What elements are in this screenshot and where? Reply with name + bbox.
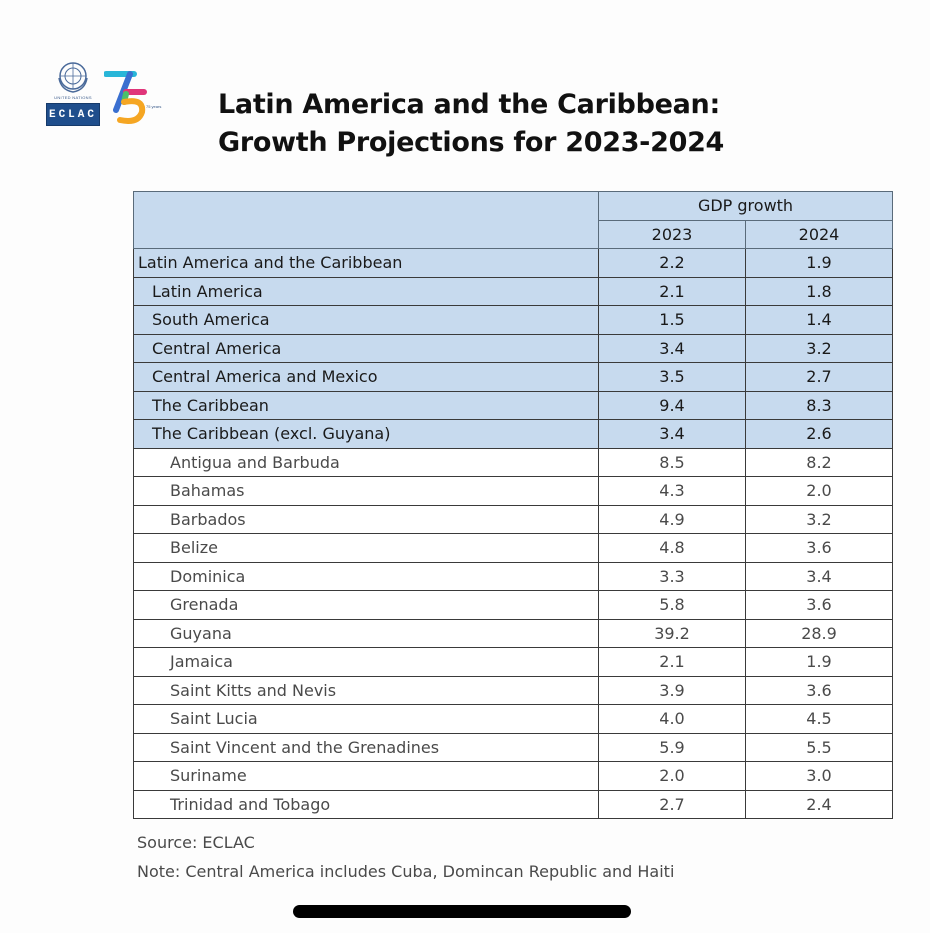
source-text: Source: ECLAC — [137, 833, 255, 852]
value-2024-cell: 3.2 — [745, 504, 893, 534]
value-2023-cell: 2.2 — [598, 248, 746, 278]
region-name-cell: Bahamas — [133, 476, 599, 506]
value-2024-cell: 2.6 — [745, 419, 893, 449]
region-name-cell: Central America and Mexico — [133, 362, 599, 392]
home-indicator-bar[interactable] — [293, 905, 631, 918]
value-2023-cell: 4.9 — [598, 504, 746, 534]
eclac-logo: ECLAC — [46, 103, 100, 126]
value-2023-cell: 3.3 — [598, 561, 746, 591]
value-2023-cell: 2.1 — [598, 276, 746, 306]
aggregate-row: The Caribbean (excl. Guyana) 3.4 2.6 — [133, 419, 893, 449]
region-name-cell: Suriname — [133, 761, 599, 791]
page-title: Latin America and the Caribbean: Growth … — [218, 86, 724, 162]
value-2023-cell: 9.4 — [598, 390, 746, 420]
country-row: Guyana 39.2 28.9 — [133, 618, 893, 648]
value-2024-cell: 8.2 — [745, 447, 893, 477]
country-row: Bahamas 4.3 2.0 — [133, 476, 893, 506]
aggregate-row: The Caribbean 9.4 8.3 — [133, 390, 893, 420]
note-text: Note: Central America includes Cuba, Dom… — [137, 862, 675, 881]
value-2023-cell: 4.3 — [598, 476, 746, 506]
gdp-growth-header: GDP growth — [598, 191, 893, 221]
country-row: Belize 4.8 3.6 — [133, 533, 893, 563]
value-2023-cell: 3.5 — [598, 362, 746, 392]
region-name-cell: Latin America — [133, 276, 599, 306]
year-header-2023: 2023 — [598, 219, 746, 249]
gdp-growth-table: GDP growth 2023 2024 Latin America and t… — [133, 191, 893, 819]
anniversary-label: 75 years — [146, 104, 162, 109]
value-2024-cell: 3.0 — [745, 761, 893, 791]
table-year-row: 2023 2024 — [134, 219, 893, 249]
country-row: Saint Vincent and the Grenadines 5.9 5.5 — [133, 732, 893, 762]
value-2023-cell: 2.0 — [598, 761, 746, 791]
country-row: Jamaica 2.1 1.9 — [133, 647, 893, 677]
value-2023-cell: 2.1 — [598, 647, 746, 677]
region-name-cell: Grenada — [133, 590, 599, 620]
value-2023-cell: 1.5 — [598, 305, 746, 335]
value-2023-cell: 5.9 — [598, 732, 746, 762]
value-2023-cell: 39.2 — [598, 618, 746, 648]
aggregate-row: Latin America and the Caribbean 2.2 1.9 — [133, 248, 893, 278]
value-2024-cell: 3.4 — [745, 561, 893, 591]
region-name-cell: South America — [133, 305, 599, 335]
value-2023-cell: 5.8 — [598, 590, 746, 620]
un-label: UNITED NATIONS — [54, 95, 92, 100]
value-2024-cell: 2.7 — [745, 362, 893, 392]
country-row: Saint Lucia 4.0 4.5 — [133, 704, 893, 734]
region-name-cell: Belize — [133, 533, 599, 563]
region-name-cell: Antigua and Barbuda — [133, 447, 599, 477]
region-name-cell: Barbados — [133, 504, 599, 534]
region-name-cell: Jamaica — [133, 647, 599, 677]
title-line-1: Latin America and the Caribbean: — [218, 89, 720, 120]
aggregate-row: Central America and Mexico 3.5 2.7 — [133, 362, 893, 392]
value-2024-cell: 2.0 — [745, 476, 893, 506]
value-2024-cell: 3.6 — [745, 533, 893, 563]
value-2024-cell: 3.2 — [745, 333, 893, 363]
region-name-cell: Latin America and the Caribbean — [133, 248, 599, 278]
region-name-cell: Saint Kitts and Nevis — [133, 675, 599, 705]
value-2024-cell: 4.5 — [745, 704, 893, 734]
country-row: Barbados 4.9 3.2 — [133, 504, 893, 534]
value-2024-cell: 1.9 — [745, 248, 893, 278]
region-name-cell: Trinidad and Tobago — [133, 789, 599, 819]
region-name-cell: The Caribbean — [133, 390, 599, 420]
title-line-2: Growth Projections for 2023-2024 — [218, 127, 725, 158]
table-header-row: GDP growth — [133, 191, 893, 249]
value-2024-cell: 1.9 — [745, 647, 893, 677]
anniversary-75-logo-icon — [104, 71, 147, 124]
value-2024-cell: 3.6 — [745, 675, 893, 705]
year-header-2024: 2024 — [745, 219, 893, 249]
country-row: Saint Kitts and Nevis 3.9 3.6 — [133, 675, 893, 705]
country-row: Grenada 5.8 3.6 — [133, 590, 893, 620]
region-name-cell: Dominica — [133, 561, 599, 591]
country-row: Antigua and Barbuda 8.5 8.2 — [133, 447, 893, 477]
region-name-cell: Saint Vincent and the Grenadines — [133, 732, 599, 762]
value-2024-cell: 5.5 — [745, 732, 893, 762]
value-2024-cell: 2.4 — [745, 789, 893, 819]
region-name-cell: Central America — [133, 333, 599, 363]
header-blank-cell — [133, 191, 599, 249]
country-row: Trinidad and Tobago 2.7 2.4 — [133, 789, 893, 819]
region-name-cell: Guyana — [133, 618, 599, 648]
value-2023-cell: 3.4 — [598, 419, 746, 449]
value-2024-cell: 8.3 — [745, 390, 893, 420]
region-name-cell: The Caribbean (excl. Guyana) — [133, 419, 599, 449]
value-2023-cell: 3.9 — [598, 675, 746, 705]
value-2024-cell: 1.4 — [745, 305, 893, 335]
value-2024-cell: 3.6 — [745, 590, 893, 620]
un-emblem-icon — [58, 62, 88, 93]
region-name-cell: Saint Lucia — [133, 704, 599, 734]
country-row: Dominica 3.3 3.4 — [133, 561, 893, 591]
value-2024-cell: 28.9 — [745, 618, 893, 648]
value-2024-cell: 1.8 — [745, 276, 893, 306]
aggregate-row: Latin America 2.1 1.8 — [133, 276, 893, 306]
value-2023-cell: 2.7 — [598, 789, 746, 819]
aggregate-row: South America 1.5 1.4 — [133, 305, 893, 335]
value-2023-cell: 8.5 — [598, 447, 746, 477]
value-2023-cell: 4.8 — [598, 533, 746, 563]
aggregate-row: Central America 3.4 3.2 — [133, 333, 893, 363]
value-2023-cell: 4.0 — [598, 704, 746, 734]
country-row: Suriname 2.0 3.0 — [133, 761, 893, 791]
value-2023-cell: 3.4 — [598, 333, 746, 363]
